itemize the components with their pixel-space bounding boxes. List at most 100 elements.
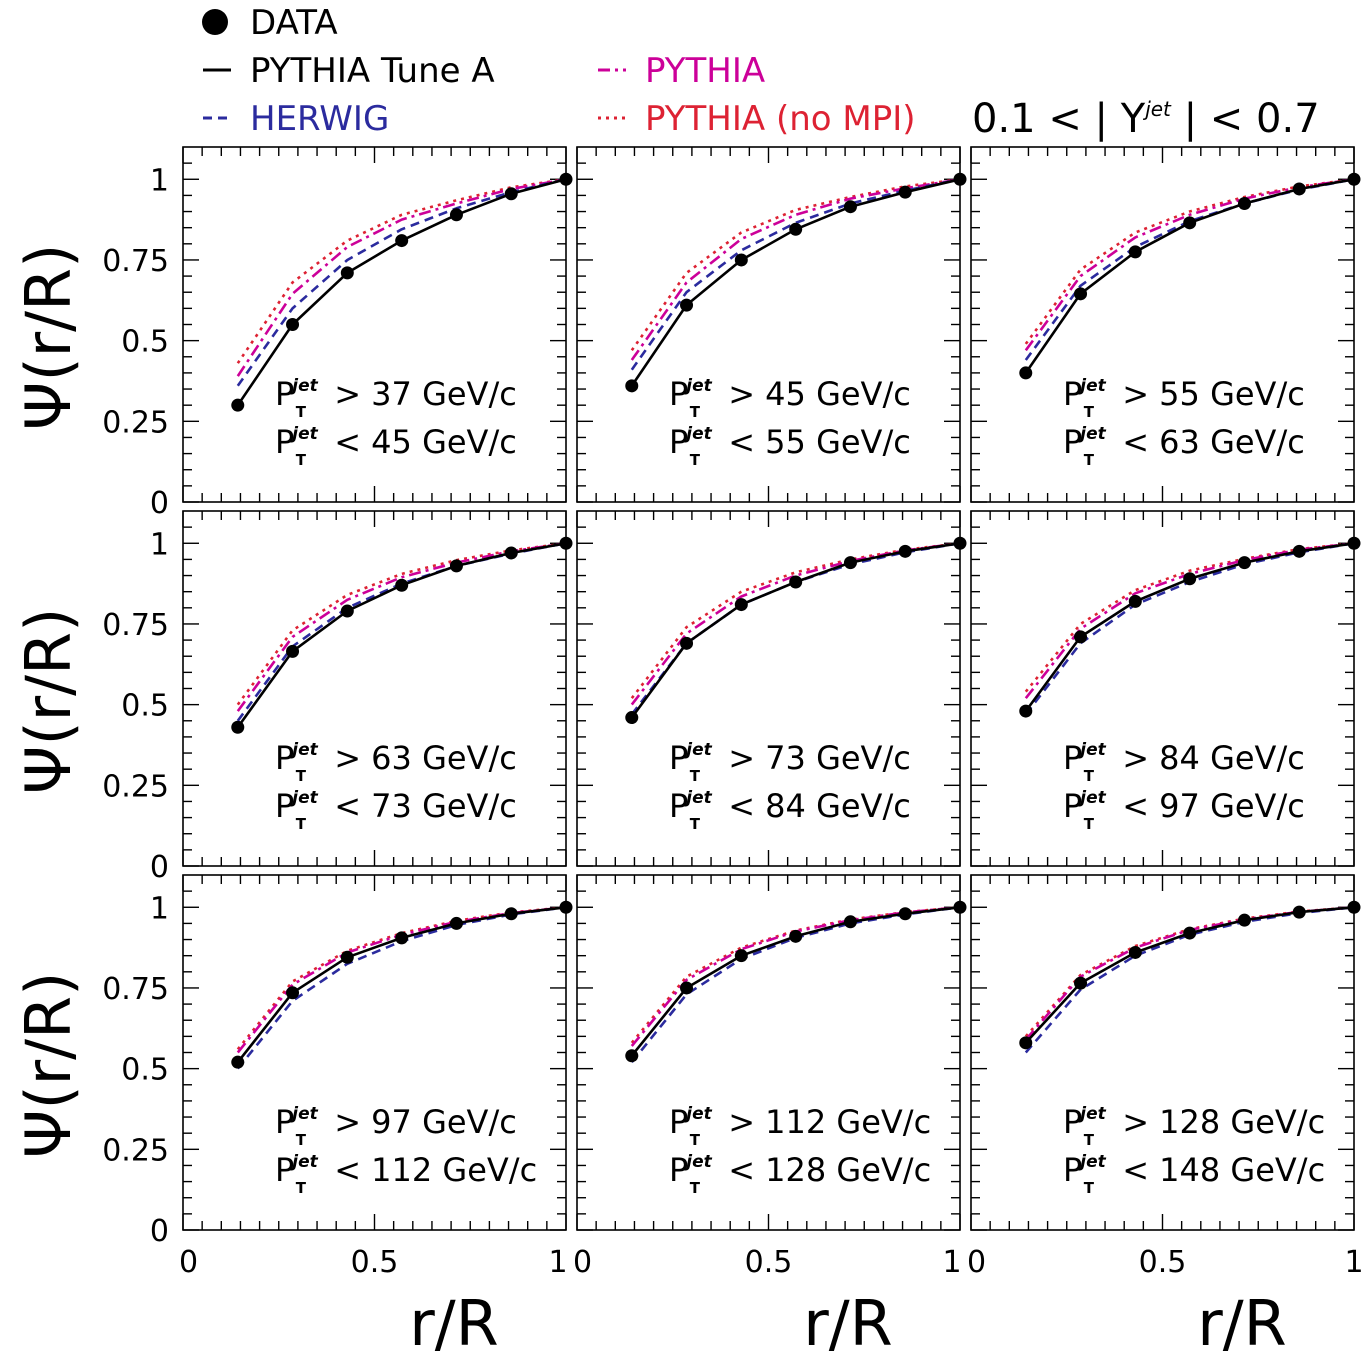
x-tick-label: 0.5 bbox=[351, 1245, 399, 1280]
x-tick-label: 1 bbox=[1344, 1245, 1363, 1280]
x-tick-label: 0 bbox=[179, 1245, 198, 1280]
data-point bbox=[1019, 704, 1033, 718]
pt-lower-bound-label: Pjet T > 84 GeV/c bbox=[1063, 739, 1305, 785]
data-point bbox=[1237, 196, 1251, 210]
legend: DATA PYTHIA Tune A HERWIG PYTHIA PYTHIA (no … bbox=[202, 3, 1320, 142]
y-tick-label: 1 bbox=[150, 527, 169, 562]
data-point bbox=[449, 916, 463, 930]
data-point bbox=[559, 536, 573, 550]
data-point bbox=[504, 907, 518, 921]
pt-upper-bound-label: Pjet T < 97 GeV/c bbox=[1063, 787, 1305, 833]
x-axis-title: r/R bbox=[409, 1287, 498, 1360]
legend-entry: DATA bbox=[202, 3, 338, 43]
legend-label: PYTHIA bbox=[645, 51, 765, 91]
series-line-pythia-no-mpi bbox=[236, 906, 567, 1051]
series-line-herwig bbox=[630, 178, 961, 371]
data-point bbox=[953, 536, 967, 550]
series-line-pythia-no-mpi bbox=[1024, 542, 1355, 693]
rapidity-range-label: 0.1 < | Yjet | < 0.7 bbox=[972, 96, 1320, 142]
data-point bbox=[504, 546, 518, 560]
legend-entry: PYTHIA Tune A bbox=[203, 51, 495, 91]
data-point bbox=[559, 900, 573, 914]
series-line-pythia bbox=[630, 542, 961, 706]
series-line-pythia-tune-a bbox=[236, 178, 567, 406]
y-axis-title: Ψ(r/R) bbox=[12, 972, 85, 1159]
data-point bbox=[680, 981, 694, 995]
data-point bbox=[1292, 182, 1306, 196]
data-point bbox=[559, 172, 573, 186]
series-line-pythia-no-mpi bbox=[630, 906, 961, 1044]
pt-upper-bound-label: Pjet T < 73 GeV/c bbox=[275, 787, 517, 833]
y-tick-label: 0 bbox=[150, 1214, 169, 1249]
pt-lower-bound-label: Pjet T > 45 GeV/c bbox=[669, 375, 911, 421]
data-point bbox=[449, 208, 463, 222]
y-axis-title: Ψ(r/R) bbox=[12, 608, 85, 795]
data-point bbox=[1074, 630, 1088, 644]
data-point bbox=[504, 187, 518, 201]
series-line-pythia-tune-a bbox=[236, 542, 567, 728]
data-point bbox=[680, 298, 694, 312]
y-tick-label: 0.75 bbox=[102, 244, 169, 279]
series-line-pythia-no-mpi bbox=[236, 542, 567, 706]
y-tick-label: 0.75 bbox=[102, 608, 169, 643]
data-point bbox=[340, 604, 354, 618]
legend-label: HERWIG bbox=[250, 99, 389, 139]
data-point bbox=[286, 644, 300, 658]
pt-lower-bound-label: Pjet T > 55 GeV/c bbox=[1063, 375, 1305, 421]
data-point bbox=[1019, 1036, 1033, 1050]
data-point bbox=[395, 578, 409, 592]
pt-upper-bound-label: Pjet T < 148 GeV/c bbox=[1063, 1151, 1325, 1197]
data-point bbox=[843, 915, 857, 929]
y-tick-label: 1 bbox=[150, 891, 169, 926]
pt-upper-bound-label: Pjet T < 84 GeV/c bbox=[669, 787, 911, 833]
data-point bbox=[898, 185, 912, 199]
series-line-pythia-tune-a bbox=[236, 906, 567, 1064]
data-point bbox=[898, 907, 912, 921]
x-tick-label: 0.5 bbox=[1139, 1245, 1187, 1280]
data-point bbox=[789, 575, 803, 589]
data-point bbox=[1128, 594, 1142, 608]
x-axis-title: r/R bbox=[1197, 1287, 1286, 1360]
data-point bbox=[843, 556, 857, 570]
data-point bbox=[953, 172, 967, 186]
series-line-pythia-no-mpi bbox=[630, 542, 961, 699]
series-line-pythia-tune-a bbox=[630, 178, 961, 387]
data-point bbox=[625, 379, 639, 393]
axis-titles: Ψ(r/R) Ψ(r/R) Ψ(r/R) r/R r/R r/R bbox=[12, 244, 1287, 1360]
data-point bbox=[395, 234, 409, 248]
y-tick-label: 0.25 bbox=[102, 405, 169, 440]
data-point bbox=[1237, 913, 1251, 927]
y-tick-label: 1 bbox=[150, 163, 169, 198]
series-line-herwig bbox=[1024, 178, 1355, 361]
y-tick-label: 0.75 bbox=[102, 972, 169, 1007]
pt-upper-bound-label: Pjet T < 63 GeV/c bbox=[1063, 423, 1305, 469]
y-axis-title: Ψ(r/R) bbox=[12, 244, 85, 431]
series-line-pythia-tune-a bbox=[630, 542, 961, 719]
data-point bbox=[734, 949, 748, 963]
legend-label: DATA bbox=[250, 3, 338, 43]
pt-lower-bound-label: Pjet T > 97 GeV/c bbox=[275, 1103, 517, 1149]
data-point bbox=[1074, 287, 1088, 301]
pt-lower-bound-label: Pjet T > 37 GeV/c bbox=[275, 375, 517, 421]
series-line-pythia-no-mpi bbox=[630, 178, 961, 352]
series-line-pythia bbox=[1024, 542, 1355, 700]
legend-label: PYTHIA Tune A bbox=[250, 51, 495, 91]
series-line-herwig bbox=[1024, 542, 1355, 716]
data-point bbox=[1237, 556, 1251, 570]
data-point bbox=[625, 1049, 639, 1063]
series-line-pythia bbox=[236, 542, 567, 712]
pt-upper-bound-label: Pjet T < 55 GeV/c bbox=[669, 423, 911, 469]
data-point bbox=[1019, 366, 1033, 380]
data-point bbox=[231, 1055, 245, 1069]
data-point bbox=[340, 266, 354, 280]
pt-lower-bound-label: Pjet T > 73 GeV/c bbox=[669, 739, 911, 785]
series-line-herwig bbox=[236, 542, 567, 722]
data-point bbox=[625, 711, 639, 725]
y-tick-label: 0.5 bbox=[121, 1053, 169, 1088]
series-line-pythia-no-mpi bbox=[1024, 178, 1355, 345]
